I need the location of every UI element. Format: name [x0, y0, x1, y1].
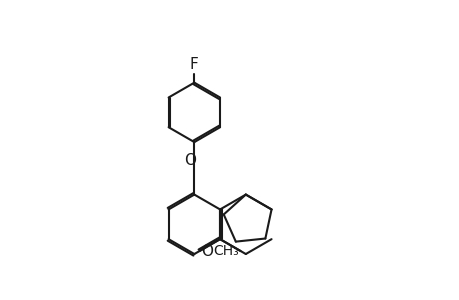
- Text: O: O: [201, 244, 213, 259]
- Text: O: O: [184, 153, 196, 168]
- Text: F: F: [190, 57, 198, 72]
- Text: CH₃: CH₃: [213, 244, 239, 258]
